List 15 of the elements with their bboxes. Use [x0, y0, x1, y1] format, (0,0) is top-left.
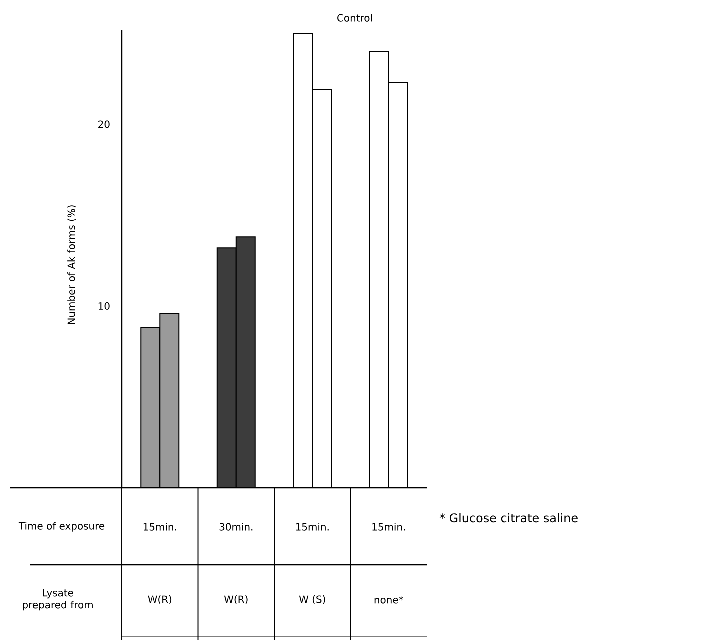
text: W (S) — [299, 595, 326, 604]
text: * Glucose citrate saline — [440, 513, 578, 522]
text: none* — [374, 596, 404, 604]
y-tick-label: 20 — [98, 120, 110, 128]
text: Time of exposure — [18, 522, 105, 532]
y-axis-title: Number of Ak forms (%) — [68, 205, 76, 324]
x-tick-label: 15min. — [144, 522, 176, 531]
x-tick-label: 30min. — [220, 522, 253, 531]
text: Control — [338, 14, 372, 22]
x-tick-label: 15min. — [372, 522, 406, 531]
text: W(R) — [224, 595, 248, 604]
text: W(R) — [148, 595, 172, 604]
y-tick-label: 10 — [98, 302, 110, 310]
text: Lysate prepared from — [23, 589, 93, 610]
x-tick-label: 15min. — [296, 522, 329, 531]
